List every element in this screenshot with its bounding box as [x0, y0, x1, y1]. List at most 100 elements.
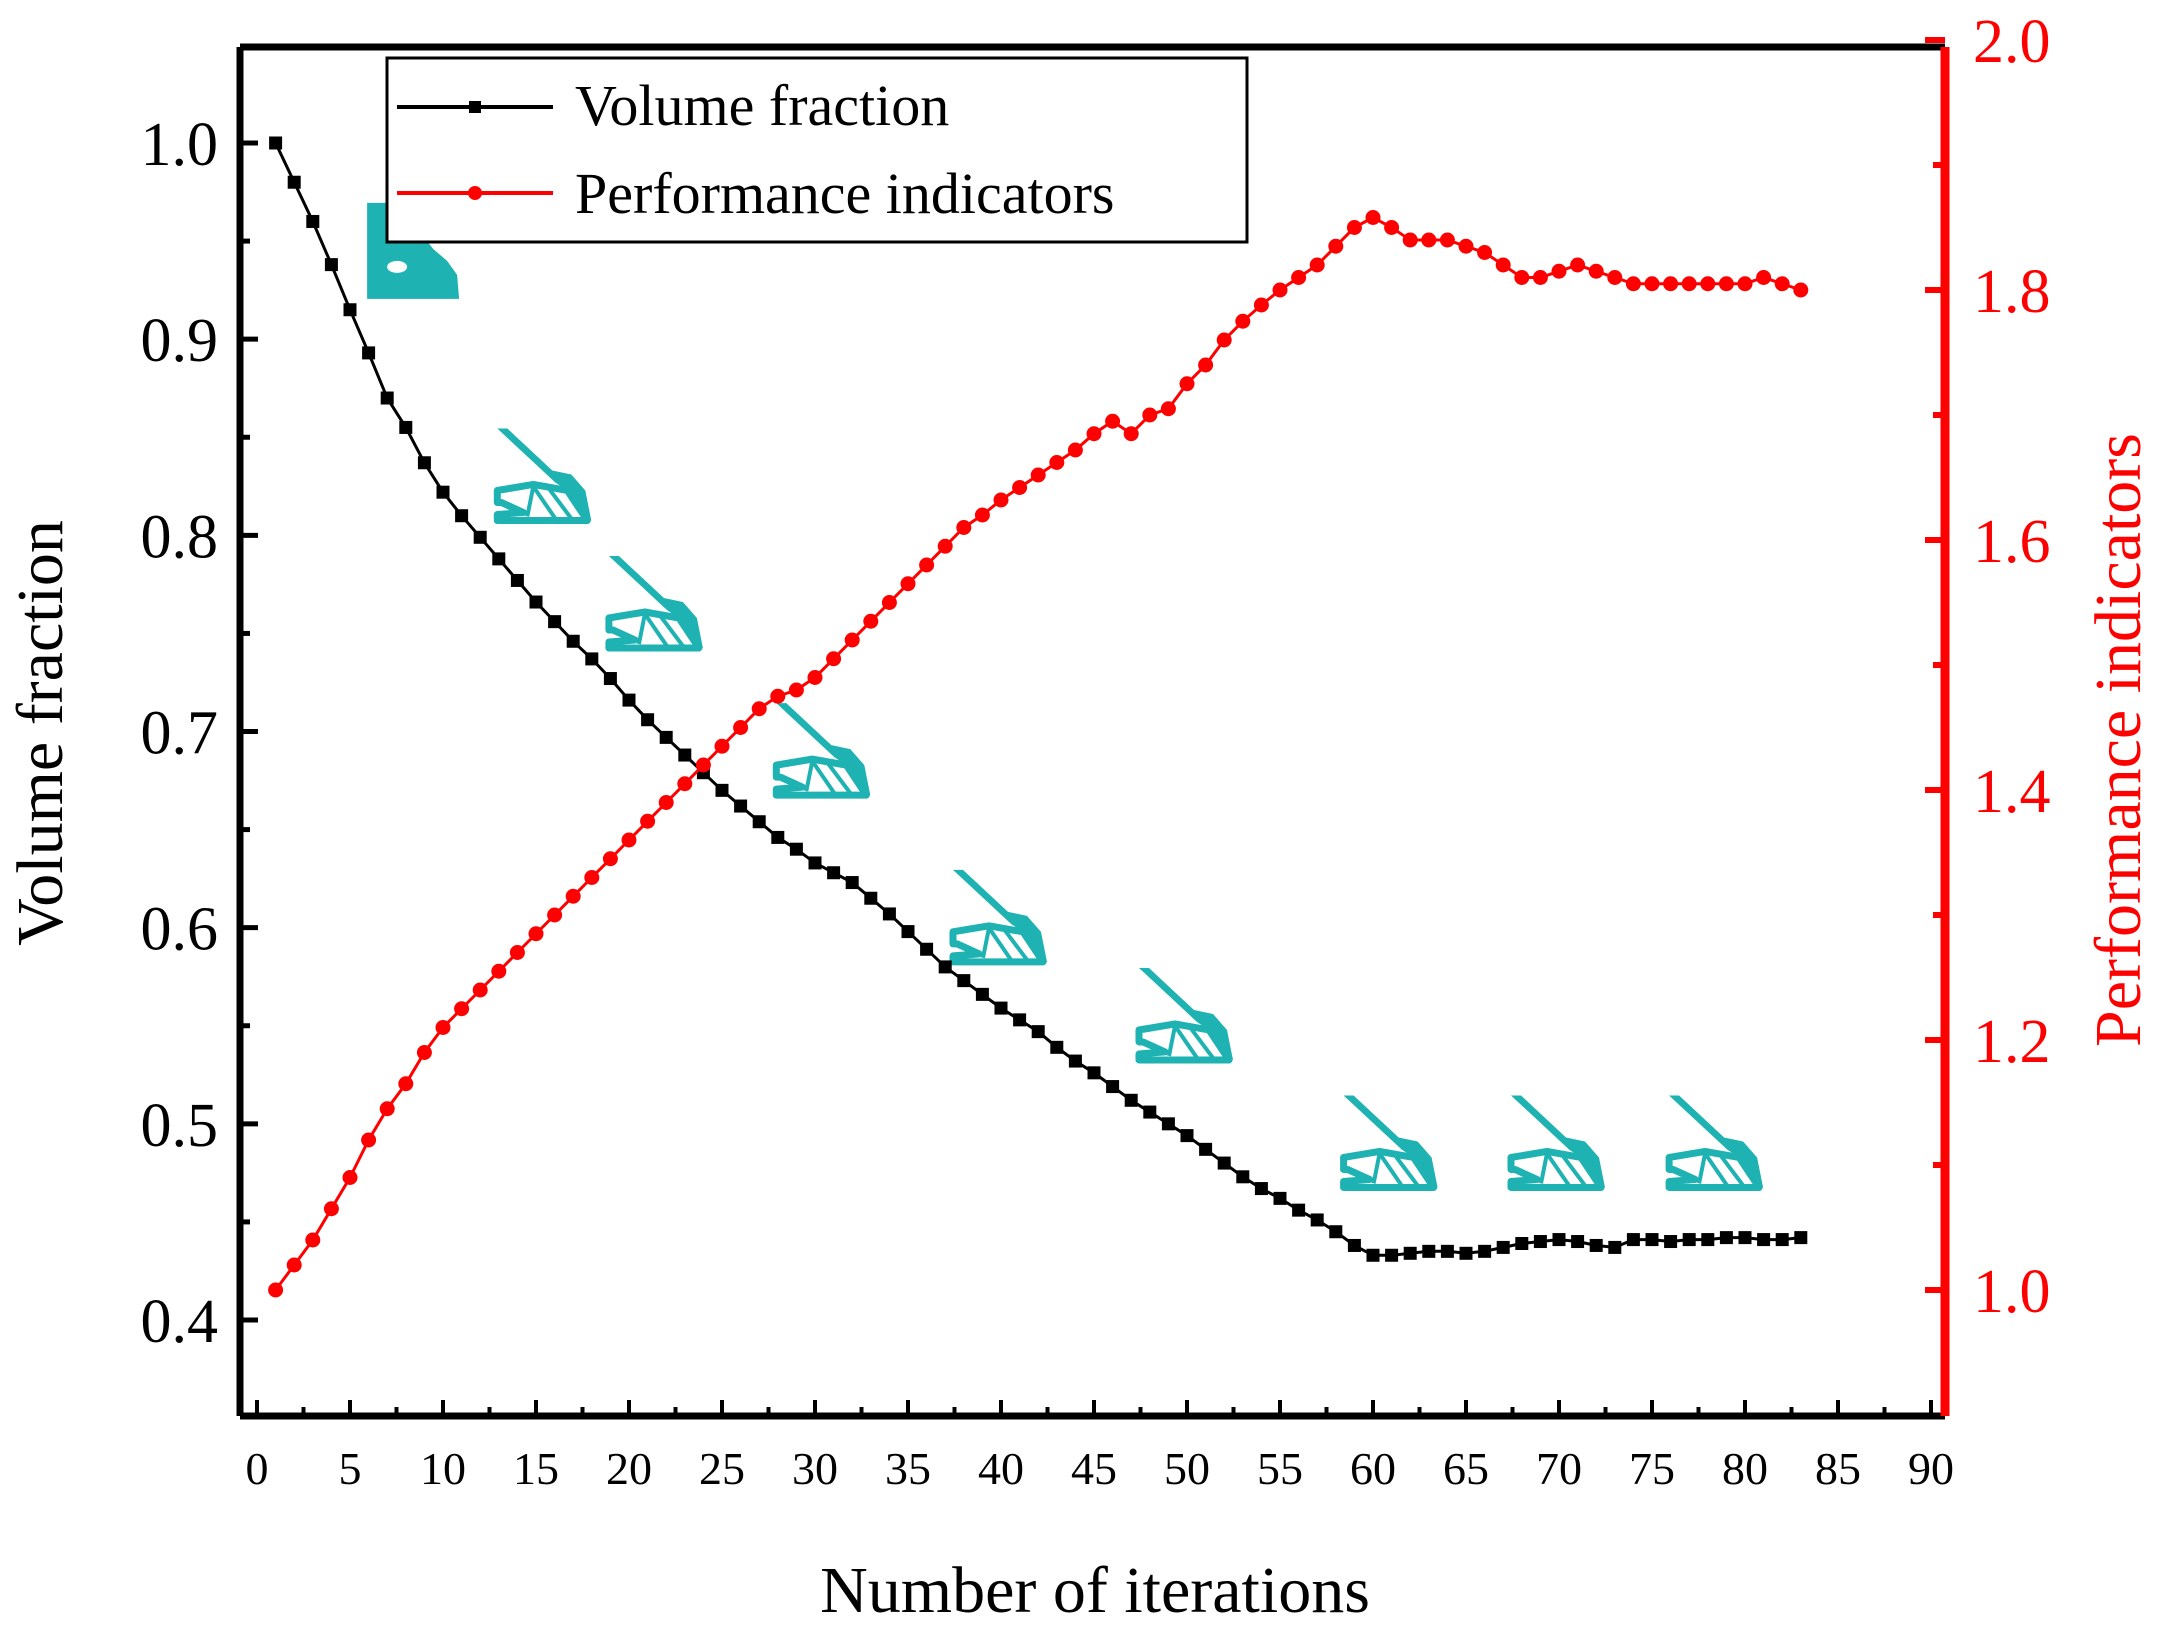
volume-point-39 — [975, 987, 989, 1001]
volume-point-71 — [1571, 1235, 1585, 1249]
performance-point-31 — [826, 651, 842, 667]
performance-point-66 — [1477, 245, 1493, 260]
y-right-axis-title: Performance indicators — [2082, 433, 2155, 1047]
volume-point-60 — [1366, 1248, 1380, 1262]
performance-point-5 — [342, 1170, 358, 1185]
performance-point-81 — [1756, 270, 1772, 285]
volume-point-61 — [1385, 1248, 1399, 1262]
volume-point-57 — [1310, 1213, 1324, 1227]
performance-point-47 — [1123, 426, 1139, 442]
volume-point-75 — [1645, 1233, 1659, 1247]
performance-point-29 — [788, 682, 804, 698]
topology-shape-members — [1371, 1152, 1420, 1187]
performance-point-3 — [305, 1232, 321, 1248]
performance-point-22 — [658, 795, 674, 810]
performance-point-27 — [751, 701, 767, 717]
performance-point-83 — [1793, 282, 1809, 298]
performance-point-68 — [1514, 270, 1530, 285]
performance-point-4 — [323, 1201, 339, 1217]
volume-point-54 — [1254, 1182, 1268, 1196]
volume-point-36 — [920, 942, 934, 956]
performance-point-11 — [454, 1001, 470, 1017]
topology-insets — [367, 202, 1764, 1191]
performance-point-34 — [881, 595, 897, 610]
performance-point-61 — [1384, 220, 1400, 235]
performance-point-21 — [640, 813, 656, 829]
topology-shape-members — [636, 612, 685, 648]
y-right-tick-label-1.2: 1.2 — [1973, 1008, 2051, 1076]
performance-point-38 — [956, 520, 972, 535]
performance-point-12 — [472, 982, 488, 998]
performance-point-73 — [1607, 270, 1623, 285]
legend-performance-label: Performance indicators — [575, 161, 1115, 226]
topology-inset-8 — [1507, 1095, 1605, 1191]
volume-point-21 — [641, 713, 655, 727]
x-tick-label-70: 70 — [1536, 1443, 1582, 1494]
y-right-tick-label-2.0: 2.0 — [1973, 8, 2051, 76]
performance-point-32 — [844, 632, 860, 648]
performance-point-52 — [1216, 332, 1232, 348]
volume-point-31 — [827, 866, 841, 880]
volume-point-27 — [752, 815, 766, 829]
volume-point-47 — [1124, 1093, 1138, 1107]
volume-point-35 — [901, 925, 915, 939]
topology-shape-members — [804, 759, 852, 795]
volume-point-13 — [492, 552, 506, 566]
performance-point-23 — [677, 776, 693, 792]
volume-point-14 — [510, 573, 524, 587]
volume-point-43 — [1050, 1040, 1064, 1054]
performance-point-9 — [416, 1045, 432, 1060]
topology-shape-members — [525, 485, 573, 520]
x-tick-label-85: 85 — [1815, 1443, 1861, 1494]
performance-point-69 — [1532, 270, 1548, 285]
performance-point-1 — [268, 1282, 284, 1298]
performance-point-74 — [1625, 276, 1641, 292]
x-tick-label-35: 35 — [885, 1443, 931, 1494]
legend-box — [385, 56, 1249, 244]
x-tick-label-45: 45 — [1071, 1443, 1117, 1494]
performance-point-13 — [491, 963, 507, 979]
performance-point-14 — [509, 945, 525, 960]
performance-point-42 — [1030, 467, 1046, 483]
axis-ticks: 0 5 10 15 20 25 30 35 40 45 50 55 60 65 70 75 80 85 90 0.4 0… — [141, 8, 2051, 1494]
x-tick-label-0: 0 — [246, 1443, 269, 1494]
volume-point-41 — [1013, 1013, 1027, 1027]
performance-point-48 — [1142, 407, 1158, 423]
performance-point-70 — [1551, 263, 1567, 279]
x-tick-label-30: 30 — [792, 1443, 838, 1494]
volume-point-16 — [548, 615, 562, 629]
volume-point-23 — [678, 748, 692, 762]
y-left-tick-label-0.7: 0.7 — [141, 700, 219, 768]
topology-inset-5 — [949, 869, 1047, 966]
x-axis-title: Number of iterations — [820, 1554, 1370, 1627]
volume-point-22 — [659, 730, 673, 744]
x-tick-label-75: 75 — [1629, 1443, 1675, 1494]
performance-point-35 — [900, 576, 916, 592]
performance-point-55 — [1272, 282, 1288, 298]
volume-point-83 — [1794, 1231, 1808, 1245]
performance-point-63 — [1421, 232, 1437, 248]
performance-point-77 — [1681, 276, 1697, 292]
performance-point-76 — [1663, 276, 1679, 292]
performance-point-8 — [398, 1076, 414, 1092]
volume-point-34 — [882, 907, 896, 921]
volume-point-45 — [1087, 1066, 1101, 1080]
performance-point-44 — [1067, 442, 1083, 458]
volume-point-70 — [1552, 1233, 1566, 1247]
volume-point-72 — [1589, 1238, 1603, 1252]
volume-point-4 — [324, 258, 338, 272]
x-tick-label-60: 60 — [1350, 1443, 1396, 1494]
volume-point-56 — [1292, 1203, 1306, 1217]
y-left-tick-label-0.4: 0.4 — [141, 1288, 219, 1356]
volume-point-10 — [436, 485, 450, 499]
performance-point-17 — [565, 888, 581, 904]
volume-point-19 — [603, 672, 617, 686]
performance-point-49 — [1160, 401, 1176, 417]
performance-point-2 — [286, 1257, 302, 1273]
volume-point-77 — [1682, 1233, 1696, 1247]
performance-point-53 — [1235, 313, 1251, 329]
volume-point-66 — [1478, 1244, 1492, 1258]
y-right-tick-label-1.0: 1.0 — [1973, 1258, 2051, 1326]
volume-point-62 — [1403, 1246, 1417, 1260]
